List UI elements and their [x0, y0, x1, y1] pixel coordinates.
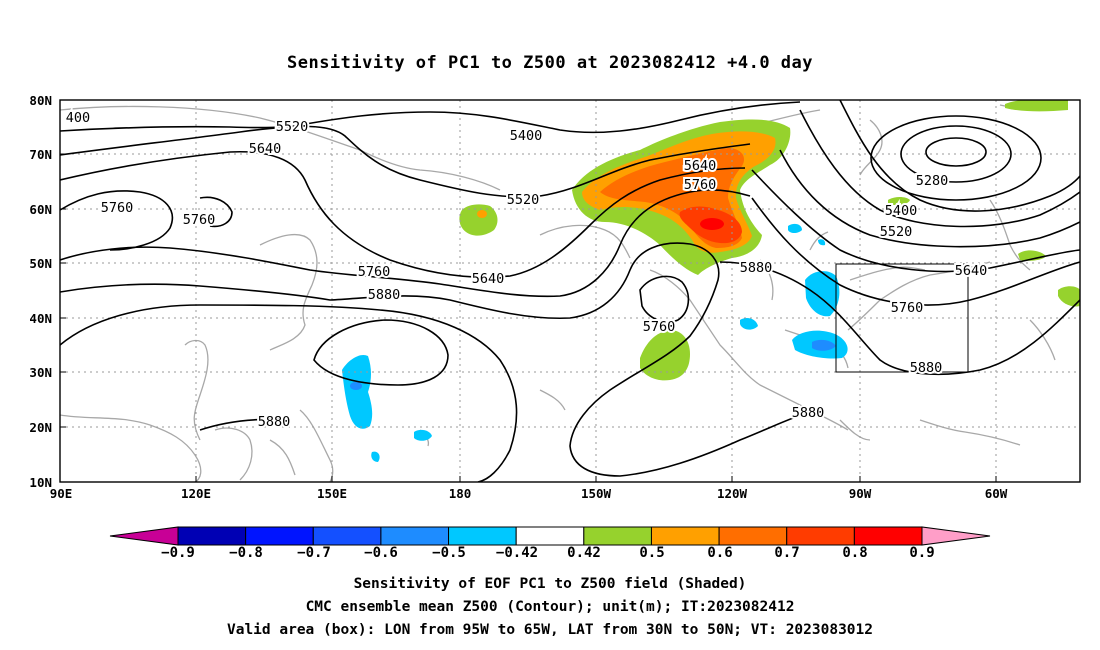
colorbar-tick: −0.6 [364, 545, 398, 561]
colorbar-tick: 0.42 [567, 545, 601, 561]
colorbar-box [583, 526, 652, 546]
lat-label: 20N [29, 420, 52, 435]
contour-label: 5760 [891, 300, 924, 316]
colorbar-tick: −0.5 [432, 545, 466, 561]
lon-label: 150E [317, 486, 347, 501]
caption-line-contour: CMC ensemble mean Z500 (Contour); unit(m… [306, 599, 795, 615]
contour-label: 5640 [684, 158, 717, 174]
lon-label: 90E [50, 486, 73, 501]
lat-label: 30N [29, 365, 52, 380]
z500-contours [60, 100, 1080, 482]
caption-line-shaded: Sensitivity of EOF PC1 to Z500 field (Sh… [354, 576, 747, 592]
colorbar-box [718, 526, 788, 546]
colorbar-box [853, 526, 923, 546]
contour-label: 5520 [276, 119, 309, 135]
contour-label: 5880 [910, 360, 943, 376]
colorbar-box [380, 526, 450, 546]
contour-label: 5640 [955, 263, 988, 279]
colorbar-box [515, 526, 585, 546]
contour-label: 5760 [358, 264, 391, 280]
lon-label: 120E [181, 486, 211, 501]
valid-area-box [835, 263, 969, 373]
colorbar-tick: −0.42 [496, 545, 538, 561]
lon-label: 120W [717, 486, 748, 501]
contour-label: 5280 [916, 173, 949, 189]
colorbar-box [245, 526, 314, 546]
contour-label: 5400 [510, 128, 543, 144]
map-area: 400 5520 5640 5760 5760 5760 5880 5880 5… [60, 100, 1080, 482]
contour-label: 5520 [880, 224, 913, 240]
longitude-labels: 90E 120E 150E 180 150W 120W 90W 60W [50, 486, 1008, 501]
colorbar-box [448, 526, 517, 546]
coastlines [60, 104, 1061, 482]
contour-label: 400 [66, 110, 90, 126]
contour-label: 5400 [885, 203, 918, 219]
colorbar-tick: 0.5 [639, 545, 664, 561]
map-title: Sensitivity of PC1 to Z500 at 2023082412… [287, 53, 813, 73]
colorbar-box [177, 526, 247, 546]
contour-label: 5880 [740, 260, 773, 276]
contour-labels: 400 5520 5640 5760 5760 5760 5880 5880 5… [64, 108, 989, 432]
colorbar-tick: −0.8 [229, 545, 263, 561]
contour-label: 5880 [368, 287, 401, 303]
colorbar-tick: −0.7 [297, 545, 331, 561]
contour-label: 5520 [507, 192, 540, 208]
map-frame [59, 99, 1081, 483]
colorbar-low-arrow [109, 526, 179, 546]
latitude-labels: 80N 70N 60N 50N 40N 30N 20N 10N [29, 93, 52, 490]
colorbar-tick: 0.6 [707, 545, 732, 561]
colorbar-box [786, 526, 855, 546]
caption-line-valid-area: Valid area (box): LON from 95W to 65W, L… [227, 622, 873, 638]
colorbar-tick: −0.9 [161, 545, 195, 561]
lat-label: 10N [29, 475, 52, 490]
caption: Sensitivity of EOF PC1 to Z500 field (Sh… [227, 576, 873, 638]
colorbar-high-arrow [921, 526, 991, 546]
contour-label: 5880 [792, 405, 825, 421]
lon-label: 180 [449, 486, 472, 501]
contour-label: 5760 [684, 177, 717, 193]
colorbar: −0.9 −0.8 −0.7 −0.6 −0.5 −0.42 0.42 0.5 … [109, 526, 991, 561]
contour-label: 5760 [643, 319, 676, 335]
contour-label: 5640 [472, 271, 505, 287]
colorbar-tick: 0.8 [842, 545, 867, 561]
contour-label: 5760 [183, 212, 216, 228]
lat-label: 40N [29, 311, 52, 326]
contour-label: 5640 [249, 141, 282, 157]
colorbar-boxes [177, 526, 923, 546]
colorbar-box [312, 526, 382, 546]
colorbar-ticks: −0.9 −0.8 −0.7 −0.6 −0.5 −0.42 0.42 0.5 … [161, 545, 935, 561]
lon-label: 150W [581, 486, 612, 501]
lat-label: 80N [29, 93, 52, 108]
colorbar-box [650, 526, 720, 546]
lat-label: 50N [29, 256, 52, 271]
lon-label: 90W [849, 486, 872, 501]
colorbar-tick: 0.7 [774, 545, 799, 561]
shaded-sensitivity [342, 100, 1080, 462]
axis-ticks [60, 153, 997, 482]
lon-label: 60W [985, 486, 1008, 501]
contour-label: 5880 [258, 414, 291, 430]
colorbar-tick: 0.9 [909, 545, 934, 561]
lat-label: 60N [29, 202, 52, 217]
contour-label: 5760 [101, 200, 134, 216]
lat-label: 70N [29, 147, 52, 162]
